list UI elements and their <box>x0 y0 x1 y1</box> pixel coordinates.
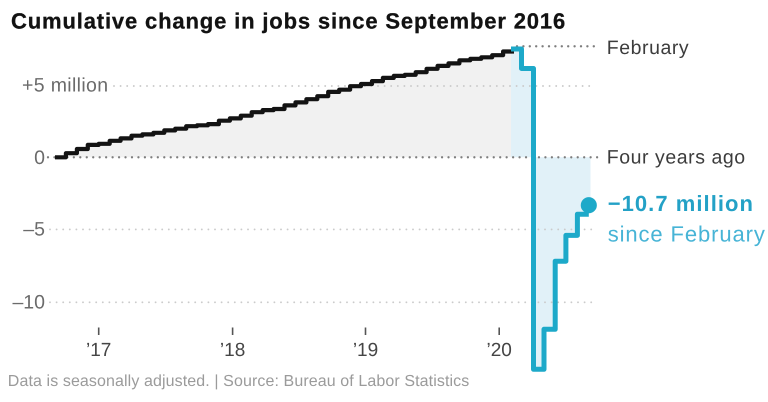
svg-text:’20: ’20 <box>487 340 512 361</box>
svg-text:−10.7 million: −10.7 million <box>608 191 754 216</box>
svg-text:Cumulative change in jobs sinc: Cumulative change in jobs since Septembe… <box>11 9 566 34</box>
svg-text:–10: –10 <box>12 292 45 314</box>
svg-text:0: 0 <box>34 147 45 169</box>
svg-text:–5: –5 <box>23 219 45 241</box>
svg-text:’19: ’19 <box>353 340 378 361</box>
svg-text:’18: ’18 <box>220 340 245 361</box>
svg-text:Data is seasonally adjusted. |: Data is seasonally adjusted. | Source: B… <box>8 373 470 390</box>
svg-text:’17: ’17 <box>86 340 111 361</box>
svg-text:since February: since February <box>608 221 766 246</box>
svg-text:Four years ago: Four years ago <box>607 147 746 169</box>
svg-text:+5 million: +5 million <box>22 74 108 96</box>
svg-text:February: February <box>607 37 689 59</box>
